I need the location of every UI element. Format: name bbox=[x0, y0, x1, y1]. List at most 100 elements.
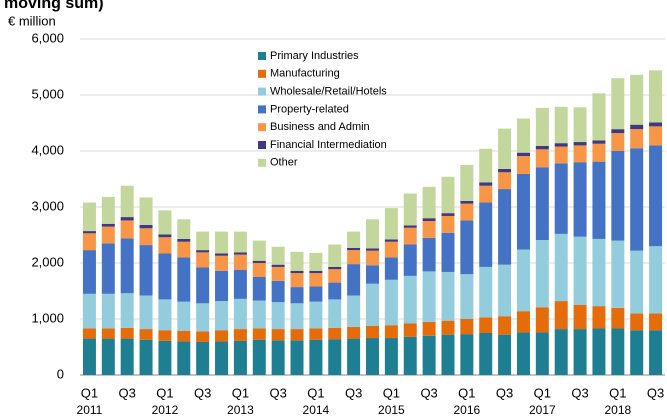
bar-segment bbox=[82, 202, 96, 232]
bar-segment bbox=[592, 328, 606, 375]
bar-segment bbox=[158, 340, 172, 375]
bar-segment bbox=[611, 240, 625, 308]
x-year-label: 2016 bbox=[454, 403, 481, 417]
bar-segment bbox=[290, 287, 304, 304]
bar-segment bbox=[403, 336, 417, 375]
bar-segment bbox=[441, 215, 455, 233]
bar-segment bbox=[309, 270, 323, 274]
bar-segment bbox=[516, 152, 530, 157]
bar-segment bbox=[592, 238, 606, 307]
y-tick-label: 3,000 bbox=[31, 198, 64, 213]
bar-segment bbox=[196, 252, 210, 268]
bar-segment bbox=[630, 330, 644, 375]
bar-segment bbox=[158, 234, 172, 238]
bar-segment bbox=[233, 298, 247, 330]
bar-segment bbox=[498, 334, 512, 375]
bar-segment bbox=[649, 145, 663, 247]
bar-segment bbox=[554, 143, 568, 147]
bar-segment bbox=[196, 267, 210, 304]
y-tick-label: 6,000 bbox=[31, 30, 64, 45]
bar-segment bbox=[554, 301, 568, 330]
bar-segment bbox=[252, 277, 266, 301]
x-tick-label: Q3 bbox=[420, 385, 437, 400]
bar-segment bbox=[139, 197, 153, 225]
bar-segment bbox=[347, 247, 361, 251]
bar-segment bbox=[498, 172, 512, 190]
bar-segment bbox=[366, 248, 379, 251]
bar-segment bbox=[139, 224, 153, 229]
chart-title: moving sum) bbox=[4, 0, 104, 12]
bar-segment bbox=[328, 299, 342, 328]
bar-segment bbox=[573, 145, 587, 163]
bar-segment bbox=[82, 233, 96, 251]
bar-segment bbox=[573, 305, 587, 330]
bar-segment bbox=[516, 118, 530, 153]
bar-segment bbox=[120, 185, 134, 218]
bar-segment bbox=[403, 275, 417, 324]
bar-segment bbox=[554, 163, 568, 234]
x-tick-label: Q3 bbox=[345, 385, 362, 400]
bar-segment bbox=[120, 327, 134, 339]
legend-swatch bbox=[258, 69, 266, 78]
x-tick-label: Q1 bbox=[232, 385, 249, 400]
bar-segment bbox=[309, 273, 323, 287]
bar-segment bbox=[516, 332, 530, 375]
bar-segment bbox=[101, 196, 115, 224]
bar-segment bbox=[479, 185, 493, 203]
bar-segment bbox=[498, 189, 512, 265]
bar-segment bbox=[233, 269, 247, 299]
bar-segment bbox=[611, 78, 625, 130]
y-tick-label: 4,000 bbox=[31, 142, 64, 157]
bar-segment bbox=[177, 257, 191, 302]
bar-segment bbox=[479, 333, 493, 375]
legend-label: Wholesale/Retail/Hotels bbox=[270, 86, 387, 98]
bar-segment bbox=[177, 301, 191, 331]
bar-segment bbox=[215, 255, 229, 271]
legend-swatch bbox=[258, 87, 266, 96]
bar-segment bbox=[441, 213, 455, 216]
bar-segment bbox=[309, 339, 323, 375]
bar-segment bbox=[649, 70, 663, 123]
bar-segment bbox=[630, 313, 644, 331]
bar-segment bbox=[592, 93, 606, 141]
bar-segment bbox=[441, 232, 455, 272]
bar-segment bbox=[573, 236, 587, 305]
bar-segment bbox=[120, 238, 134, 294]
bar-segment bbox=[384, 239, 398, 242]
y-tick-label: 0 bbox=[57, 366, 64, 381]
bar-segment bbox=[82, 250, 96, 294]
bar-segment bbox=[271, 246, 285, 265]
bar-segment bbox=[422, 335, 436, 375]
x-tick-label: Q3 bbox=[647, 385, 664, 400]
bar-segment bbox=[82, 293, 96, 329]
bar-segment bbox=[516, 156, 530, 174]
bar-segment bbox=[460, 165, 474, 201]
legend-swatch bbox=[258, 52, 266, 60]
bar-segment bbox=[271, 329, 285, 341]
bar-segment bbox=[535, 167, 549, 241]
bar-segment bbox=[139, 339, 153, 375]
bar-segment bbox=[403, 225, 417, 228]
bar-segment bbox=[120, 220, 134, 239]
bar-segment bbox=[460, 319, 474, 335]
bar-segment bbox=[573, 107, 587, 143]
bar-segment bbox=[403, 244, 417, 276]
bar-segment bbox=[271, 302, 285, 330]
bar-segment bbox=[573, 162, 587, 237]
bar-segment bbox=[290, 273, 304, 288]
x-tick-label: Q1 bbox=[458, 385, 475, 400]
bar-segment bbox=[573, 329, 587, 375]
bar-segment bbox=[479, 317, 493, 333]
bar-segment bbox=[649, 122, 663, 127]
legend-label: Financial Intermediation bbox=[270, 139, 387, 151]
x-year-label: 2015 bbox=[378, 403, 405, 417]
bar-segment bbox=[498, 264, 512, 317]
bar-segment bbox=[422, 237, 436, 272]
bar-segment bbox=[158, 330, 172, 341]
bar-segment bbox=[82, 231, 96, 234]
bar-segment bbox=[139, 228, 153, 246]
bar-segment bbox=[479, 182, 493, 186]
x-year-label: 2013 bbox=[227, 403, 254, 417]
bar-segment bbox=[82, 328, 96, 339]
bar-segment bbox=[441, 320, 455, 335]
